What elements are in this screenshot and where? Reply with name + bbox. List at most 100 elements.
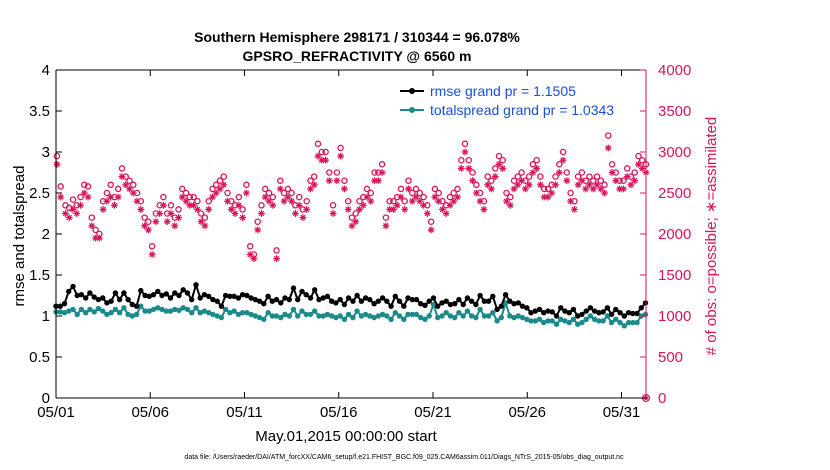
rmse-series-point — [70, 283, 76, 290]
spread-series-point — [176, 307, 182, 313]
rmse-series-point — [460, 301, 466, 308]
rmse-series-point — [218, 303, 225, 309]
obs-possible-point — [491, 165, 499, 172]
rmse-series-point — [596, 310, 602, 316]
rmse-series-point — [579, 311, 585, 318]
obs-possible-point — [465, 156, 473, 164]
rmse-series-point — [61, 301, 68, 307]
rmse-series-point — [524, 305, 530, 311]
obs-assimilated-point — [578, 177, 586, 185]
rmse-series-point — [222, 292, 229, 299]
obs-possible-point — [246, 243, 254, 250]
rmse-series-point — [184, 290, 191, 296]
rmse-series-point — [443, 298, 449, 304]
obs-assimilated-point — [57, 193, 65, 201]
obs-possible-point — [205, 197, 212, 205]
obs-assimilated-point — [235, 201, 243, 209]
data-file-footnote: data file: /Users/raeder/DAI/ATM_forcXX/… — [184, 454, 624, 461]
spread-series-point — [78, 306, 85, 313]
obs-possible-point — [597, 177, 605, 184]
spread-series-point — [435, 314, 441, 321]
obs-possible-point — [258, 202, 265, 209]
spread-series-point — [189, 310, 195, 316]
right-y-tick-label: 3500 — [658, 103, 691, 120]
x-tick-label: 05/06 — [131, 404, 169, 421]
x-axis: 05/01 05/06 05/11 05/16 05/21 05/26 05/31 — [37, 70, 646, 421]
rmse-series-point — [439, 300, 445, 306]
obs-assimilated-point — [163, 218, 171, 226]
obs-possible-point — [503, 189, 510, 197]
obs-assimilated-point — [559, 156, 567, 164]
obs-assimilated-point — [171, 222, 179, 230]
rmse-series-point — [485, 298, 492, 304]
rmse-series-point — [95, 296, 102, 303]
rmse-series-point — [172, 290, 178, 296]
spread-series-point — [443, 310, 449, 316]
obs-assimilated-point — [333, 177, 341, 185]
obs-assimilated-point — [310, 181, 318, 189]
rmse-series-point — [621, 313, 627, 319]
obs-assimilated-point — [488, 185, 495, 193]
spread-series-point — [299, 308, 305, 314]
rmse-series-point — [57, 303, 63, 309]
obs-possible-point — [390, 197, 397, 205]
obs-assimilated-point — [495, 160, 503, 168]
spread-series-point — [282, 311, 288, 318]
obs-possible-point — [160, 193, 167, 201]
obs-possible-point — [352, 210, 359, 217]
obs-assimilated-point — [612, 177, 620, 185]
rmse-series-point — [159, 292, 165, 299]
rmse-series-point — [371, 301, 377, 307]
spread-series-point — [532, 318, 538, 324]
rmse-series-point — [83, 295, 89, 301]
spread-series-point — [345, 311, 352, 318]
rmse-series-point — [333, 300, 339, 306]
spread-series-point — [498, 314, 504, 321]
obs-assimilated-point — [480, 206, 488, 213]
rmse-series-point — [354, 292, 360, 299]
rmse-series-point — [384, 298, 390, 304]
rmse-series-point — [167, 295, 174, 301]
rmse-series-point — [324, 293, 331, 299]
spread-series-point — [625, 319, 632, 326]
obs-assimilated-point — [148, 251, 156, 258]
obs-assimilated-point — [133, 197, 141, 205]
spread-series-point — [558, 316, 564, 322]
rmse-series-point — [456, 296, 462, 303]
spread-series-point — [87, 306, 93, 313]
obs-assimilated-point — [205, 206, 213, 213]
spread-series-point — [341, 316, 348, 322]
obs-assimilated-point — [239, 214, 247, 221]
obs-assimilated-point — [631, 177, 639, 185]
rmse-series-point — [591, 308, 598, 314]
rmse-series-point — [452, 301, 458, 307]
obs-assimilated-point — [412, 193, 420, 201]
rmse-series-point — [553, 313, 560, 319]
legend: rmse grand pr = 1.1505 totalspread grand … — [400, 83, 614, 118]
spread-series-point — [239, 310, 246, 316]
x-tick-label: 05/26 — [508, 404, 546, 421]
rmse-series-point — [133, 303, 140, 309]
spread-series-point — [490, 310, 496, 316]
obs-assimilated-point — [322, 156, 329, 164]
obs-possible-point — [518, 169, 525, 176]
spread-series-point — [235, 311, 242, 318]
left-y-tick-label: 1 — [42, 308, 50, 325]
spread-series-point — [163, 308, 169, 314]
left-y-tick-label: 0.5 — [29, 349, 50, 366]
obs-possible-point — [81, 181, 88, 189]
obs-possible-point — [209, 185, 216, 193]
obs-assimilated-point — [325, 177, 333, 185]
rmse-series-point — [138, 287, 144, 294]
obs-possible-point — [182, 189, 190, 197]
obs-possible-point — [378, 161, 386, 168]
rmse-series-point — [180, 287, 186, 293]
obs-assimilated-point — [220, 181, 228, 189]
rmse-series-point — [282, 295, 288, 301]
rmse-series-point — [502, 292, 509, 298]
rmse-series-point — [307, 295, 314, 301]
obs-possible-point — [179, 185, 186, 193]
obs-possible-point — [382, 214, 390, 221]
rmse-series-point — [464, 295, 471, 301]
